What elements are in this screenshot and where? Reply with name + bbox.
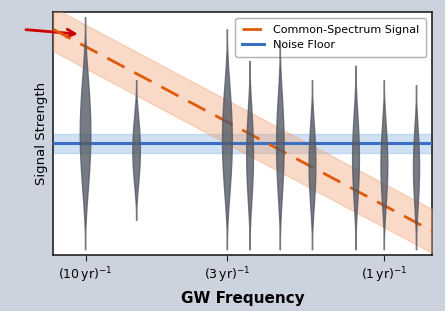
Polygon shape [381, 80, 388, 250]
Polygon shape [222, 30, 232, 250]
Polygon shape [277, 42, 284, 250]
Polygon shape [309, 80, 316, 250]
Polygon shape [133, 80, 140, 221]
X-axis label: GW Frequency: GW Frequency [181, 290, 304, 306]
Polygon shape [247, 61, 254, 250]
Polygon shape [352, 66, 360, 250]
Legend: Common-Spectrum Signal, Noise Floor: Common-Spectrum Signal, Noise Floor [235, 18, 426, 57]
Polygon shape [413, 85, 420, 250]
Y-axis label: Signal Strength: Signal Strength [35, 82, 48, 185]
Polygon shape [80, 17, 91, 250]
